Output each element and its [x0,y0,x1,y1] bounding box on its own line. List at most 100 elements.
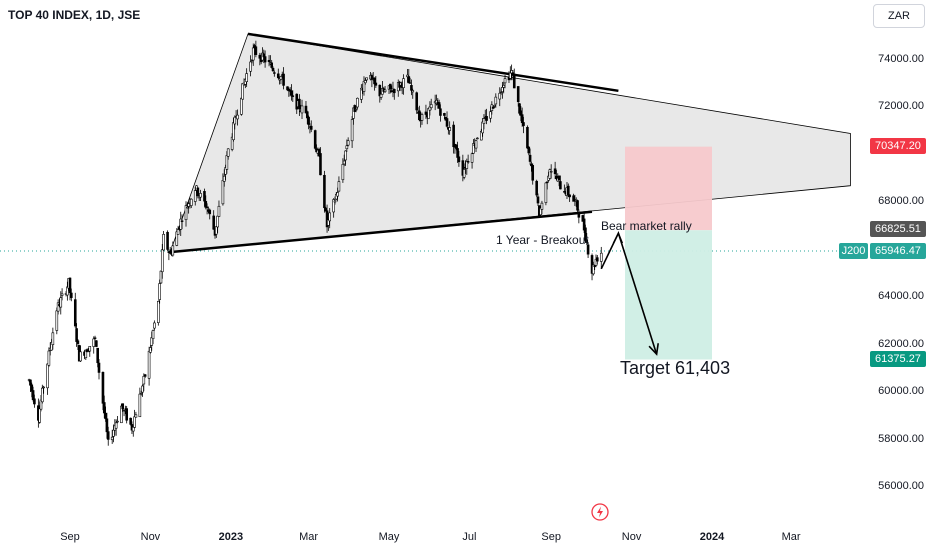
target-annotation[interactable]: Target 61,403 [620,358,731,378]
candle-body [290,90,293,96]
candle-body [476,137,479,140]
candle-body [392,89,396,94]
candle-body [445,118,449,127]
candle-body [249,61,252,72]
time-tick-label: May [378,531,400,543]
candle-body [233,116,237,125]
candle-body [313,130,317,149]
candle-body [76,340,80,344]
candle-body [499,91,503,94]
candle-body [51,332,55,345]
candle-body [501,87,504,92]
candle-body [212,215,215,230]
candle-body [520,114,524,124]
candle-body [336,192,339,197]
currency-selector[interactable]: ZAR [873,4,925,28]
candle-layer [27,40,603,446]
candle-body [139,393,143,395]
breakout-annotation[interactable]: 1 Year - Breakout [496,233,589,247]
candle-body [429,104,433,109]
candle-body [159,270,163,284]
candle-body [276,73,280,79]
candle-body [341,164,345,181]
candle-body [39,399,43,410]
candle-body [79,351,82,362]
candle-body [407,76,411,84]
candle-body [60,293,64,296]
candle-body [328,212,332,222]
rally-annotation[interactable]: Bear market rally [601,219,692,233]
candle-body [512,73,516,89]
candle-body [96,347,99,364]
candle-body [133,416,136,428]
take-profit-zone [624,230,712,360]
candle-body [120,405,123,424]
candle-body [31,390,35,401]
price-tick-label: 62000.00 [878,337,924,350]
candle-body [383,89,387,92]
candle-body [160,249,164,273]
candle-body [131,426,135,432]
flash-event-icon[interactable] [591,503,609,521]
candle-body [184,205,188,221]
price-tick-label: 68000.00 [878,195,924,208]
target-price-label: 61375.27 [870,351,926,367]
candle-body [374,82,378,86]
candle-body [540,202,544,210]
candle-body [92,338,96,347]
candle-body [175,231,179,246]
candle-body [73,299,77,327]
candle-body [324,207,328,212]
price-tick-label: 72000.00 [878,100,924,113]
candle-body [151,330,155,340]
candle-body [448,127,451,131]
candle-body [189,198,193,206]
candle-body [221,180,225,205]
candle-body [535,180,538,196]
candle-body [93,337,97,339]
candle-body [240,97,243,115]
candle-body [29,379,32,386]
candle-body [567,185,570,196]
candle-body [536,196,540,204]
candle-body [241,83,244,100]
time-tick-label: Sep [60,531,80,543]
time-tick-label: Sep [541,531,561,543]
candle-body [300,105,304,114]
entry-price-label: 66825.51 [870,221,926,237]
candle-body [365,77,368,81]
candle-body [378,84,382,97]
candle-body [291,95,295,97]
candle-body [112,429,115,437]
candle-body [105,418,109,433]
candle-body [95,340,98,347]
candle-body [114,422,118,429]
candle-body [493,105,496,107]
candle-body [332,199,335,213]
candle-body [549,171,553,173]
candle-body [545,181,549,184]
symbol-title[interactable]: TOP 40 INDEX, 1D, JSE [8,8,141,22]
candle-body [47,350,51,366]
time-tick-label: 2024 [699,531,725,543]
candle-body [41,387,44,403]
candle-body [516,86,520,103]
candle-body [323,174,326,209]
candle-body [279,76,283,80]
candle-body [46,363,49,389]
candle-body [101,372,105,404]
candle-body [599,252,603,262]
candle-body [557,175,561,181]
candle-body [56,302,60,312]
time-tick-label: Jul [462,531,477,543]
candle-body [205,206,209,209]
price-tick-label: 56000.00 [878,480,924,492]
candle-body [70,292,73,298]
candle-body [75,328,78,342]
symbol-tag: J200 [839,243,868,259]
candle-body [319,153,322,176]
candle-body [153,322,156,329]
time-tick-label: Nov [140,531,161,543]
candle-body [106,431,110,440]
